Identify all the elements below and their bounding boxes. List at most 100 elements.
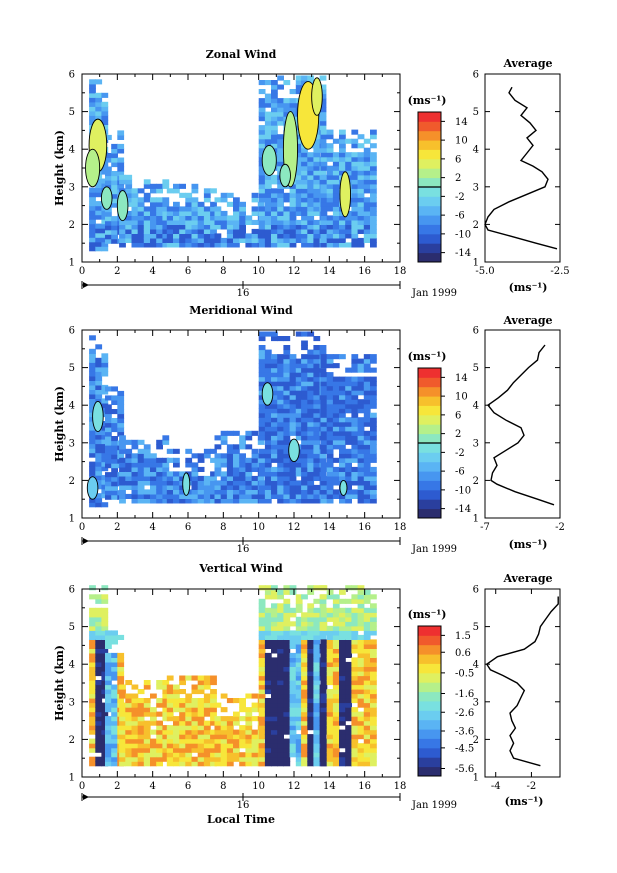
meridional-cell <box>271 381 278 387</box>
meridional-cell <box>307 439 315 445</box>
zonal-cell <box>143 233 151 239</box>
vertical-cell <box>179 761 186 767</box>
vertical-cell <box>295 725 303 731</box>
meridional-cell <box>117 404 125 410</box>
vertical-cell <box>95 711 103 717</box>
vertical-cell <box>326 702 334 708</box>
meridional-profile-xlabel: (ms⁻¹) <box>509 538 548 551</box>
zonal-cell <box>117 184 125 190</box>
vertical-colorbar-swatch <box>418 757 441 768</box>
vertical-cell <box>289 661 297 667</box>
vertical-cell <box>162 743 170 749</box>
vertical-cell <box>101 607 109 613</box>
meridional-cell <box>357 448 365 454</box>
vertical-cell <box>197 711 205 717</box>
zonal-cell <box>351 197 359 203</box>
zonal-cell <box>179 233 186 239</box>
meridional-cell <box>351 381 359 387</box>
vertical-cell <box>271 616 278 622</box>
vertical-cell <box>370 752 377 758</box>
vertical-cell <box>345 671 352 677</box>
meridional-cell <box>301 354 308 360</box>
vertical-cell <box>185 756 193 762</box>
vertical-cell <box>89 621 96 627</box>
vertical-cell <box>271 607 278 613</box>
vertical-cell <box>101 612 109 618</box>
meridional-cell <box>111 476 118 482</box>
zonal-cell <box>166 188 174 194</box>
zonal-cell <box>339 161 346 167</box>
meridional-cell <box>105 404 112 410</box>
vertical-cell <box>295 594 303 600</box>
meridional-cell <box>111 436 118 442</box>
zonal-cell <box>210 219 217 225</box>
meridional-cell <box>95 461 103 467</box>
zonal-cell <box>156 224 163 230</box>
meridional-cell <box>339 457 346 463</box>
zonal-cell <box>258 215 266 221</box>
meridional-cell <box>370 475 377 481</box>
meridional-cell <box>277 426 284 432</box>
meridional-cell <box>313 403 321 409</box>
meridional-cell <box>301 475 308 481</box>
vertical-cell <box>332 616 340 622</box>
vertical-cell <box>156 725 163 731</box>
vertical-cell <box>295 652 303 658</box>
vertical-cell <box>162 738 170 744</box>
meridional-cell <box>89 443 96 449</box>
meridional-cell <box>264 462 272 468</box>
vertical-cell <box>125 738 133 744</box>
vertical-cell <box>239 752 246 758</box>
meridional-cell <box>339 381 346 387</box>
meridional-cell <box>326 363 334 369</box>
zonal-cell <box>363 165 371 171</box>
vertical-cell <box>117 680 125 686</box>
meridional-cell <box>320 403 328 409</box>
meridional-cell <box>277 498 284 504</box>
vertical-cell <box>156 711 163 717</box>
vertical-cell <box>233 738 240 744</box>
meridional-cell <box>283 358 291 364</box>
meridional-cell <box>137 489 145 495</box>
zonal-cell <box>320 224 328 230</box>
vertical-cell <box>357 729 365 735</box>
zonal-cell <box>320 237 328 243</box>
meridional-cell <box>345 417 352 423</box>
vertical-cell <box>295 671 303 677</box>
vertical-cell <box>277 639 284 645</box>
vertical-cell <box>370 716 377 722</box>
zonal-cell <box>319 102 327 108</box>
meridional-cell <box>301 340 308 346</box>
zonal-cell <box>339 228 346 234</box>
zonal-ytick-label: 5 <box>69 107 75 118</box>
vertical-cell <box>239 698 246 704</box>
zonal-cell <box>89 228 96 234</box>
vertical-cell <box>326 639 334 645</box>
zonal-contour <box>311 77 323 116</box>
meridional-cell <box>351 403 359 409</box>
meridional-cell <box>301 444 308 450</box>
vertical-cell <box>203 743 211 749</box>
vertical-cell <box>339 639 346 645</box>
zonal-cell <box>283 210 291 216</box>
vertical-cell <box>283 684 291 690</box>
vertical-cell <box>179 743 186 749</box>
vertical-cell <box>101 630 109 636</box>
meridional-cell <box>271 430 278 436</box>
meridional-ytick-label: 4 <box>69 401 75 412</box>
zonal-cell <box>363 156 371 162</box>
zonal-cell <box>226 215 234 221</box>
zonal-cell <box>210 210 217 216</box>
zonal-cell <box>326 134 334 140</box>
zonal-cell <box>197 219 205 225</box>
meridional-cell <box>326 480 334 486</box>
vertical-cell <box>320 702 328 708</box>
vertical-cell <box>271 661 278 667</box>
vertical-cell <box>105 661 112 667</box>
zonal-cell <box>191 237 199 243</box>
vertical-cell <box>332 711 340 717</box>
zonal-cell <box>319 170 327 176</box>
zonal-cell <box>245 237 253 243</box>
meridional-cell <box>257 475 265 481</box>
vertical-cell <box>264 634 272 640</box>
